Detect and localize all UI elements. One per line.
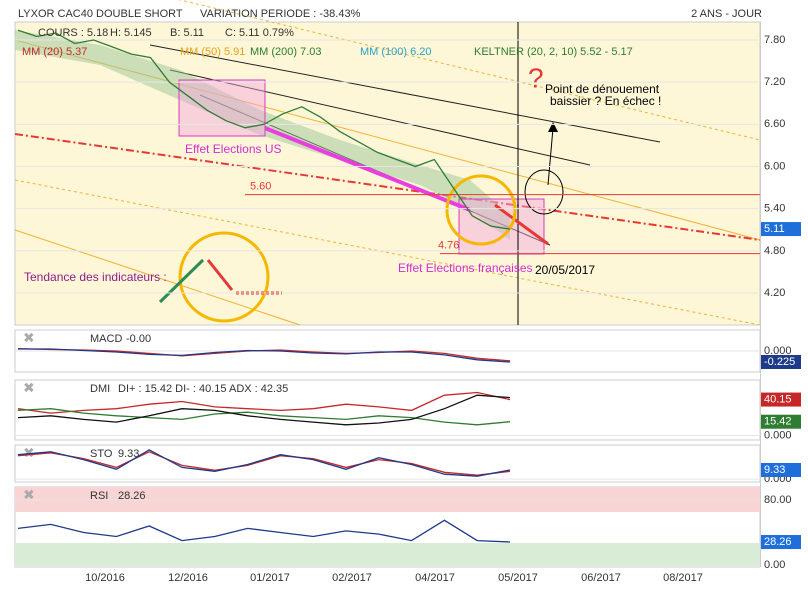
panel-title: DMI	[90, 383, 110, 395]
arrow-us	[264, 126, 471, 212]
variation: VARIATION PERIODE : -38.43%	[200, 8, 361, 20]
arrow-fr	[494, 203, 549, 246]
panel-subtitle: 28.26	[118, 490, 146, 502]
y-tick-label: 80.00	[764, 494, 792, 506]
series-line	[17, 408, 511, 426]
y-tick-label: 6.60	[764, 118, 785, 130]
x-tick-label: 08/2017	[663, 572, 703, 584]
panel-title: STO	[90, 448, 113, 460]
panel-title: MACD	[90, 333, 122, 345]
x-tick-label: 06/2017	[581, 572, 621, 584]
icon-close: ✖	[23, 445, 35, 461]
icon-close: ✖	[23, 330, 35, 346]
panel-subtitle: -0.00	[126, 333, 151, 345]
last-value-box	[761, 222, 801, 237]
y-tick-label: 0.00	[764, 559, 785, 571]
circle-fr	[445, 174, 517, 246]
series-line	[17, 29, 511, 230]
series-line	[17, 451, 511, 476]
series-line	[18, 348, 511, 363]
legend-entry: H: 5.145	[110, 27, 152, 39]
level-label: 5.60	[250, 181, 271, 193]
x-tick-label: 10/2016	[85, 572, 125, 584]
last-value-box	[761, 414, 801, 429]
y-tick-label: 0.000	[764, 345, 792, 357]
legend-entry: KELTNER (20, 2, 10) 5.52 - 5.17	[474, 46, 633, 58]
last-value-box	[761, 462, 801, 477]
legend-entry: MM (100) 6.20	[360, 46, 432, 58]
arrow-head	[548, 122, 558, 132]
legend-entry: MM (200) 7.03	[250, 46, 322, 58]
y-tick-label: 7.80	[764, 34, 785, 46]
zone-us	[178, 79, 266, 137]
y-tick-label: 6.00	[764, 160, 785, 172]
legend-entry: MM (20) 5.37	[22, 46, 87, 58]
x-tick-label: 05/2017	[498, 572, 538, 584]
panel-bg	[14, 444, 761, 483]
last-value-label: 15.42	[764, 416, 792, 428]
last-value-box	[761, 392, 801, 407]
oversold-zone	[15, 543, 760, 567]
last-value-label: 9.33	[764, 464, 785, 476]
annotation-tendance: Tendance des indicateurs :	[24, 270, 167, 284]
last-value-label: 5.11	[764, 223, 785, 235]
last-value-label: 28.26	[764, 536, 792, 548]
panels: 7.80 7.20 6.60 6.00 5.40 4.80 4.20 5.60 4.76 5.11…	[14, 22, 801, 571]
panel-bg	[14, 379, 761, 441]
legend-entry: COURS : 5.18	[38, 27, 108, 39]
annotation-fr: Effet Elections françaises	[398, 261, 533, 275]
last-value-box	[761, 354, 801, 369]
annotation-date: 20/05/2017	[535, 263, 595, 277]
zone-fr	[458, 198, 545, 255]
legend-entry: C: 5.11 0.79%	[225, 27, 294, 39]
last-value-label: -0.225	[764, 356, 795, 368]
period: 2 ANS - JOUR	[691, 8, 762, 20]
arrow-up	[547, 127, 554, 186]
y-tick-label: 4.20	[764, 287, 785, 299]
title: LYXOR CAC40 DOUBLE SHORT	[18, 8, 183, 20]
annotation-point: Point de dénouement	[545, 82, 660, 96]
arrow-green	[158, 258, 205, 304]
legend-entry: MM (50) 5.91	[180, 46, 245, 58]
series-line	[17, 394, 511, 426]
x-tick-label: 04/2017	[415, 572, 455, 584]
legend-entry: B: 5.11	[170, 27, 204, 39]
y-tick-label: 5.40	[764, 203, 785, 215]
y-tick-label: 7.20	[764, 76, 785, 88]
last-value-box	[761, 535, 801, 550]
level-label: 4.76	[438, 240, 459, 252]
panel-title: RSI	[90, 490, 108, 502]
panel-subtitle: 9.33	[118, 448, 139, 460]
question-mark: ?	[528, 62, 544, 93]
series-line	[17, 449, 511, 477]
annotation-us: Effet Elections US	[185, 142, 282, 156]
circle-black	[524, 169, 564, 215]
keltner-band	[15, 30, 510, 240]
y-tick-label: 4.80	[764, 245, 785, 257]
icon-close: ✖	[23, 380, 35, 396]
series-line	[17, 391, 511, 414]
annotation-point2: baissier ? En échec !	[550, 94, 661, 108]
last-value-label: 40.15	[764, 393, 792, 405]
series-line	[17, 519, 511, 543]
circle-indicators	[178, 231, 270, 323]
arrow-red	[206, 259, 234, 291]
x-tick-label: 12/2016	[168, 572, 208, 584]
icon-close: ✖	[23, 487, 35, 503]
panel-subtitle: DI+ : 15.42 DI- : 40.15 ADX : 42.35	[118, 383, 288, 395]
axis-column	[760, 22, 761, 567]
y-tick-label: 0.000	[764, 429, 792, 441]
x-tick-label: 02/2017	[332, 572, 372, 584]
x-tick-label: 01/2017	[250, 572, 290, 584]
